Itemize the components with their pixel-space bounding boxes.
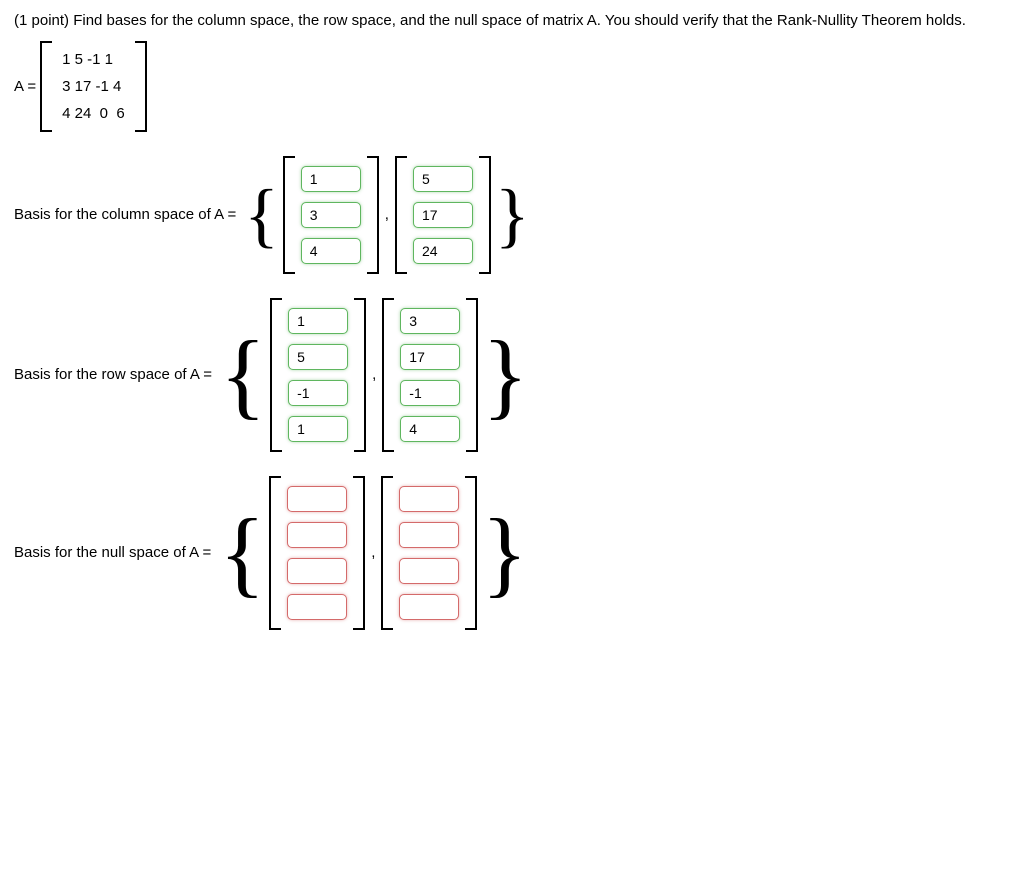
column-space-label: Basis for the column space of A = — [14, 206, 236, 223]
null-v0-e2-input[interactable] — [287, 558, 347, 584]
matrix-a-label: A = — [14, 78, 36, 95]
row-v0-e3-input[interactable] — [288, 416, 348, 442]
row-v1-e2-input[interactable] — [400, 380, 460, 406]
null-space-row: Basis for the null space of A = { , — [14, 476, 1010, 630]
column-space-row: Basis for the column space of A = { , } — [14, 156, 1010, 274]
row-v0-e1-input[interactable] — [288, 344, 348, 370]
null-v1-e1-input[interactable] — [399, 522, 459, 548]
column-space-set: { , } — [240, 156, 533, 274]
row-space-set: { , } — [216, 298, 532, 452]
matrix-a-bracket: 1 5 -1 1 3 17 -1 4 4 24 0 6 — [40, 41, 147, 132]
column-space-vector-1 — [395, 156, 491, 274]
matrix-a-row-2: 4 24 0 6 — [56, 101, 131, 126]
null-v1-e0-input[interactable] — [399, 486, 459, 512]
comma: , — [366, 366, 382, 383]
matrix-a-row: A = 1 5 -1 1 3 17 -1 4 4 24 0 6 — [14, 41, 1010, 132]
row-v1-e3-input[interactable] — [400, 416, 460, 442]
null-v1-e3-input[interactable] — [399, 594, 459, 620]
null-space-label: Basis for the null space of A = — [14, 544, 211, 561]
col-v0-e0-input[interactable] — [301, 166, 361, 192]
col-v1-e1-input[interactable] — [413, 202, 473, 228]
close-brace-icon: } — [491, 179, 534, 251]
row-space-label: Basis for the row space of A = — [14, 366, 212, 383]
row-v1-e1-input[interactable] — [400, 344, 460, 370]
null-v1-e2-input[interactable] — [399, 558, 459, 584]
open-brace-icon: { — [216, 327, 270, 423]
null-space-set: { , } — [215, 476, 531, 630]
row-space-row: Basis for the row space of A = { , — [14, 298, 1010, 452]
open-brace-icon: { — [215, 505, 269, 601]
comma: , — [365, 544, 381, 561]
null-space-vector-0 — [269, 476, 365, 630]
open-brace-icon: { — [240, 179, 283, 251]
matrix-a-row-0: 1 5 -1 1 — [56, 47, 131, 72]
column-space-vector-0 — [283, 156, 379, 274]
close-brace-icon: } — [478, 327, 532, 423]
matrix-a-row-1: 3 17 -1 4 — [56, 74, 131, 99]
row-space-vector-1 — [382, 298, 478, 452]
null-v0-e0-input[interactable] — [287, 486, 347, 512]
col-v1-e0-input[interactable] — [413, 166, 473, 192]
null-v0-e3-input[interactable] — [287, 594, 347, 620]
question-text: (1 point) Find bases for the column spac… — [14, 10, 1010, 33]
row-space-vector-0 — [270, 298, 366, 452]
row-v0-e0-input[interactable] — [288, 308, 348, 334]
row-v0-e2-input[interactable] — [288, 380, 348, 406]
null-v0-e1-input[interactable] — [287, 522, 347, 548]
comma: , — [379, 206, 395, 223]
null-space-vector-1 — [381, 476, 477, 630]
col-v1-e2-input[interactable] — [413, 238, 473, 264]
col-v0-e2-input[interactable] — [301, 238, 361, 264]
row-v1-e0-input[interactable] — [400, 308, 460, 334]
close-brace-icon: } — [477, 505, 531, 601]
col-v0-e1-input[interactable] — [301, 202, 361, 228]
